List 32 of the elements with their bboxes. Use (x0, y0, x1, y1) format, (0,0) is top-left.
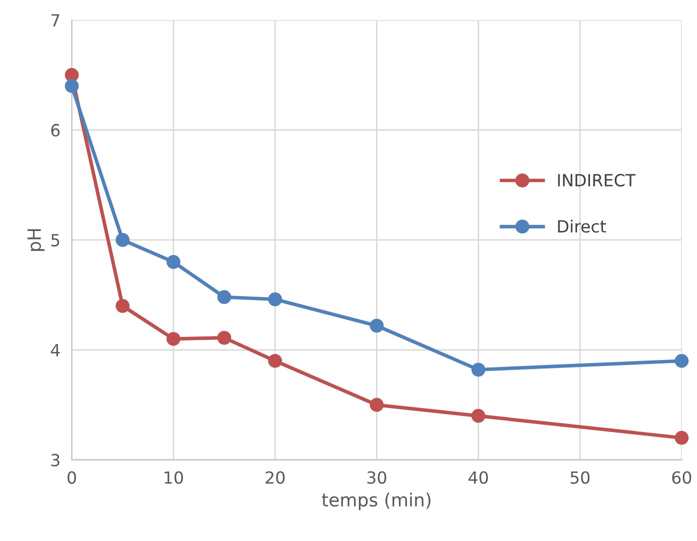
x-tick-label: 60 (672, 471, 692, 484)
point (674, 354, 689, 368)
x-tick-label: 40 (468, 471, 488, 484)
y-tick-label: 5 (51, 234, 60, 247)
point (268, 354, 282, 368)
point (64, 68, 79, 82)
point (217, 290, 232, 304)
x-tick-label: 50 (570, 471, 590, 484)
point (64, 79, 79, 93)
point (268, 292, 282, 306)
x-tick-label: 10 (164, 471, 183, 484)
x-tick-label: 20 (266, 471, 285, 484)
legend-label: INDIRECT (558, 174, 636, 187)
point (471, 408, 486, 423)
y-axis-title: pH (28, 229, 45, 251)
point (471, 362, 486, 377)
point (674, 430, 689, 445)
point (217, 330, 232, 345)
y-tick-label: 4 (50, 344, 60, 356)
point (370, 318, 384, 333)
point (370, 398, 384, 412)
legend-label: Direct (558, 220, 606, 233)
x-tick-label: 30 (367, 471, 386, 484)
x-axis-title: temps (min) (322, 492, 430, 510)
y-tick-label: 7 (51, 14, 60, 26)
point (116, 232, 130, 247)
y-tick-label: 6 (51, 124, 60, 137)
point (166, 254, 180, 269)
x-tick-label: 0 (68, 471, 76, 484)
y-tick-label: 3 (51, 454, 60, 466)
point (116, 298, 130, 313)
point (166, 332, 180, 346)
